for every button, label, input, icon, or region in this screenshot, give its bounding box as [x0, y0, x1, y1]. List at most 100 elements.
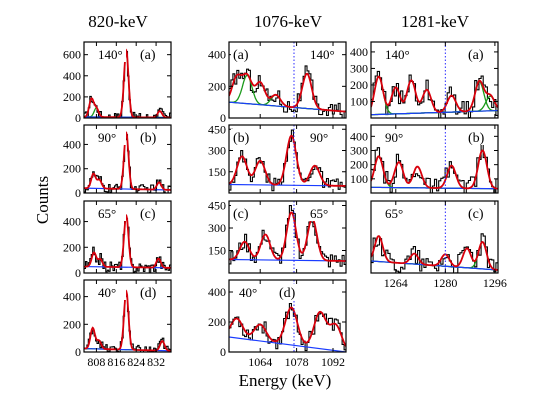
y-tick-label: 400 — [208, 285, 226, 299]
x-tick-label: 832 — [147, 355, 165, 369]
background-line — [84, 265, 171, 269]
panel-label-backing — [466, 205, 490, 221]
panel-frame — [228, 124, 347, 194]
y-tick-label: 200 — [63, 317, 81, 331]
panel-label: (d) — [140, 286, 157, 301]
angle-label: 140° — [310, 47, 335, 62]
panel-frame — [370, 124, 499, 194]
panel-label: (c) — [140, 207, 156, 222]
y-tick-label: 150 — [208, 244, 226, 258]
plot-area — [229, 42, 346, 118]
spectrum-panel: 150 300 450 90° (b) — [208, 122, 347, 194]
y-tick-label: 200 — [208, 315, 226, 329]
column-title-1281: 1281-keV — [401, 12, 470, 31]
y-tick-label: 400 — [350, 129, 368, 143]
background-line — [229, 183, 346, 187]
angle-label: 90° — [310, 130, 328, 145]
angle-label: 65° — [385, 206, 403, 221]
y-tick-label: 300 — [350, 144, 368, 158]
column-title-1076: 1076-keV — [254, 12, 323, 31]
angle-label: 140° — [385, 47, 410, 62]
angle-label-backing — [383, 129, 413, 145]
y-tick-label: 0 — [75, 111, 81, 125]
panel-label: (a) — [140, 48, 156, 63]
panel-label: (b) — [233, 131, 250, 146]
spectrum-panel: 0 200 400 140° (a) — [208, 41, 347, 125]
panel-label-backing — [466, 46, 490, 62]
angle-label-backing — [383, 46, 413, 62]
angle-label-backing — [96, 129, 126, 145]
data-histogram — [371, 141, 498, 193]
total-fit-curve — [229, 211, 346, 262]
y-tick-label: 200 — [63, 162, 81, 176]
spectrum-panel: 0 200 400 1064 1078 1092 40° (d) — [208, 279, 347, 369]
panel-label: (b) — [468, 131, 485, 146]
y-tick-label: 400 — [63, 215, 81, 229]
panel-label-backing — [138, 46, 162, 62]
panel-label: (a) — [233, 48, 249, 63]
y-tick-label: 0 — [220, 345, 226, 359]
y-tick-label: 150 — [208, 165, 226, 179]
data-histogram — [371, 70, 498, 118]
plot-area — [371, 201, 498, 273]
background-line — [229, 336, 346, 352]
plot-area — [371, 125, 498, 193]
x-tick-label: 824 — [127, 355, 145, 369]
x-axis-label: Energy (keV) — [239, 371, 332, 390]
y-tick-label: 200 — [350, 158, 368, 172]
y-tick-label: 200 — [350, 78, 368, 92]
y-tick-label: 300 — [350, 61, 368, 75]
total-fit-curve — [229, 72, 346, 113]
panel-label-backing — [138, 129, 162, 145]
panel-label: (b) — [140, 131, 157, 146]
y-tick-label: 450 — [208, 199, 226, 213]
spectrum-panel: 1264 1280 1296 65° (c) — [370, 200, 507, 290]
panel-label-backing — [138, 284, 162, 300]
panel-label-backing — [277, 284, 301, 300]
plot-area — [229, 125, 346, 193]
angle-label-backing — [383, 205, 413, 221]
y-tick-label: 600 — [63, 48, 81, 62]
y-tick-label: 300 — [208, 221, 226, 235]
column-title-820: 820-keV — [88, 12, 148, 31]
angle-label: 140° — [98, 47, 123, 62]
spectrum-panel: 0 200 400 808 816 824 832 40° (d) — [63, 279, 172, 369]
panel-frame — [370, 41, 499, 119]
panel-label-backing — [231, 205, 255, 221]
total-fit-curve — [371, 235, 498, 271]
y-tick-label: 400 — [63, 290, 81, 304]
total-fit-curve — [229, 306, 346, 347]
y-tick-label: 400 — [350, 45, 368, 59]
panel-frame — [228, 41, 347, 119]
y-tick-label: 100 — [350, 172, 368, 186]
plot-area — [84, 213, 171, 273]
spectrum-panel: 0 200 400 65° (c) — [63, 200, 172, 280]
spectrum-panel: 100 200 300 400 140° (a) — [350, 41, 499, 119]
x-tick-label: 1078 — [285, 355, 309, 369]
panel-label-backing — [466, 129, 490, 145]
plot-area — [229, 201, 346, 273]
y-tick-label: 0 — [220, 111, 226, 125]
angle-label: 65° — [98, 206, 116, 221]
background-line — [371, 109, 498, 116]
y-tick-label: 0 — [75, 345, 81, 359]
panel-frame — [228, 200, 347, 274]
panel-frame — [228, 279, 347, 353]
angle-label: 65° — [310, 206, 328, 221]
panel-label-backing — [231, 46, 255, 62]
y-tick-label: 200 — [63, 240, 81, 254]
x-tick-label: 1280 — [433, 276, 457, 290]
spectrum-panel: 0 200 400 90° (b) — [63, 124, 172, 200]
total-fit-curve — [371, 75, 498, 113]
angle-label-backing — [308, 129, 338, 145]
panel-frame — [83, 41, 172, 119]
panel-label: (d) — [279, 286, 296, 301]
panel-frame — [83, 124, 172, 194]
total-fit-curve — [371, 149, 498, 190]
angle-label: 90° — [98, 130, 116, 145]
panel-label: (c) — [233, 207, 249, 222]
spectrum-panel: 150 300 450 65° (c) — [208, 199, 347, 274]
panel-label: (c) — [468, 207, 484, 222]
